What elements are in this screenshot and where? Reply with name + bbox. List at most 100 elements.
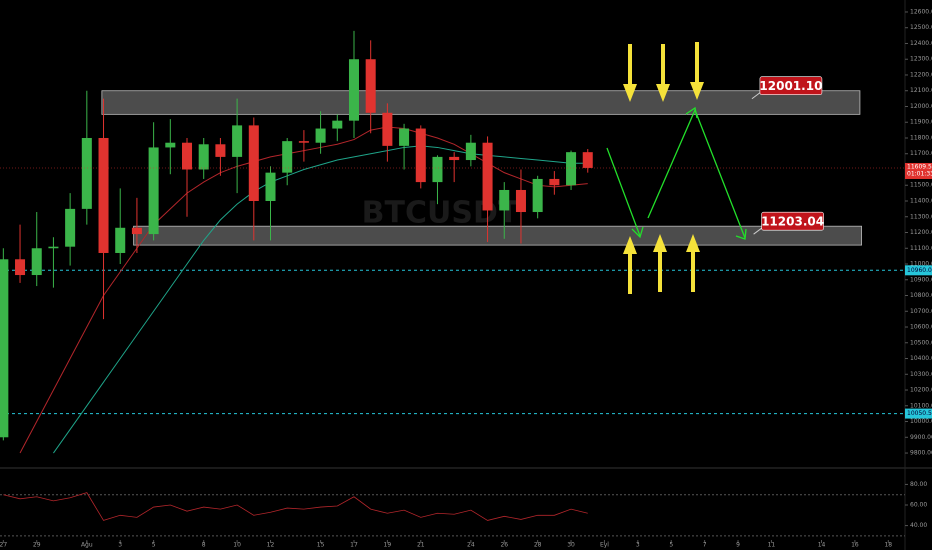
y-tick-label: 10000.00 <box>910 418 932 425</box>
candle-body <box>248 125 259 201</box>
x-tick-label: 15 <box>317 542 325 549</box>
x-tick-label: 30 <box>567 542 575 549</box>
rsi-tick-label: 40.00 <box>910 522 927 529</box>
level-label: 10960.00 <box>907 267 932 274</box>
y-tick-label: 11500.00 <box>910 182 932 189</box>
candle-body <box>215 144 226 157</box>
green-arrowhead <box>735 228 747 240</box>
moving-average <box>53 145 588 454</box>
x-tick-label: 12 <box>267 542 275 549</box>
green-arrowhead <box>685 106 698 119</box>
candle-body <box>232 125 243 157</box>
green-arrow <box>606 147 641 237</box>
candle-body <box>81 137 92 209</box>
candle-body <box>365 59 376 113</box>
candle-body <box>382 112 393 146</box>
x-tick-label: 10 <box>233 542 241 549</box>
x-tick-label: 27 <box>0 542 7 549</box>
candle-body <box>499 189 510 211</box>
candle-body <box>482 142 493 211</box>
y-tick-label: 11100.00 <box>910 245 932 252</box>
candle-body <box>399 128 410 146</box>
green-arrow <box>647 108 746 239</box>
x-tick-label: 9 <box>736 542 740 549</box>
candle-body <box>532 178 543 213</box>
level-tag <box>905 265 932 276</box>
yellow-arrow-down <box>623 44 637 102</box>
last-price-tag <box>905 162 932 179</box>
zone-box <box>101 90 861 115</box>
x-tick-label: Ağu <box>81 542 93 549</box>
rsi-line <box>3 492 588 521</box>
candle-body <box>15 259 26 276</box>
zone-label: 11203.04 <box>761 215 824 229</box>
rsi-tick-label: 80.00 <box>910 481 927 488</box>
level-tag <box>905 408 932 419</box>
candle-body <box>315 128 326 143</box>
y-tick-label: 11200.00 <box>910 229 932 236</box>
level-label: 10050.51 <box>907 410 932 417</box>
x-tick-label: 17 <box>350 542 358 549</box>
x-tick-label: 26 <box>500 542 508 549</box>
zone-label-box <box>761 211 824 231</box>
y-tick-label: 9800.00 <box>910 450 932 457</box>
candle-body <box>332 120 343 129</box>
zone-box <box>133 225 862 246</box>
y-tick-label: 10200.00 <box>910 387 932 394</box>
y-tick-label: 10800.00 <box>910 292 932 299</box>
y-tick-label: 11800.00 <box>910 134 932 141</box>
candle-body <box>282 141 293 173</box>
x-tick-label: 28 <box>534 542 542 549</box>
x-tick-label: Eyl <box>600 542 609 549</box>
y-tick-label: 12000.00 <box>910 103 932 110</box>
candle-body <box>432 156 443 183</box>
zone-label: 12001.10 <box>759 79 822 93</box>
candle-body <box>165 142 176 148</box>
candle-body <box>98 137 109 253</box>
y-tick-label: 12400.00 <box>910 40 932 47</box>
x-tick-label: 11 <box>768 542 776 549</box>
x-tick-label: 16 <box>851 542 859 549</box>
candle-body <box>198 144 209 170</box>
y-tick-label: 11400.00 <box>910 197 932 204</box>
zone-label-pointer <box>751 92 761 100</box>
yellow-arrow-up <box>686 234 700 292</box>
candle-body <box>348 59 359 121</box>
x-tick-label: 5 <box>152 542 156 549</box>
zone-label-box <box>759 76 823 96</box>
y-tick-label: 11700.00 <box>910 150 932 157</box>
rsi-tick-label: 60.00 <box>910 502 927 509</box>
yellow-arrow-down <box>690 42 704 100</box>
x-tick-label: 19 <box>384 542 392 549</box>
x-tick-label: 29 <box>33 542 41 549</box>
x-tick-label: 21 <box>417 542 425 549</box>
y-tick-label: 11300.00 <box>910 213 932 220</box>
y-tick-label: 10600.00 <box>910 324 932 331</box>
candle-body <box>465 142 476 161</box>
yellow-arrow-down <box>656 44 670 102</box>
candle-body <box>115 227 126 253</box>
candle-body <box>449 156 460 161</box>
y-tick-label: 11900.00 <box>910 119 932 126</box>
candle-body <box>566 152 577 186</box>
candle-body <box>131 227 142 235</box>
y-tick-label: 10300.00 <box>910 371 932 378</box>
y-tick-label: 12500.00 <box>910 24 932 31</box>
x-tick-label: 14 <box>818 542 826 549</box>
x-tick-label: 3 <box>118 542 122 549</box>
y-tick-label: 10400.00 <box>910 355 932 362</box>
y-tick-label: 10700.00 <box>910 308 932 315</box>
candle-body <box>298 141 309 143</box>
candle-body <box>265 172 276 201</box>
x-tick-label: 3 <box>636 542 640 549</box>
x-tick-label: 5 <box>669 542 673 549</box>
x-tick-label: 24 <box>467 542 475 549</box>
y-tick-label: 12300.00 <box>910 56 932 63</box>
candle-body <box>48 246 59 249</box>
candle-body <box>415 128 426 183</box>
candle-body <box>0 259 9 438</box>
candle-body <box>182 142 193 170</box>
x-tick-label: 7 <box>703 542 707 549</box>
y-tick-label: 12200.00 <box>910 71 932 78</box>
green-arrowhead <box>631 226 644 239</box>
